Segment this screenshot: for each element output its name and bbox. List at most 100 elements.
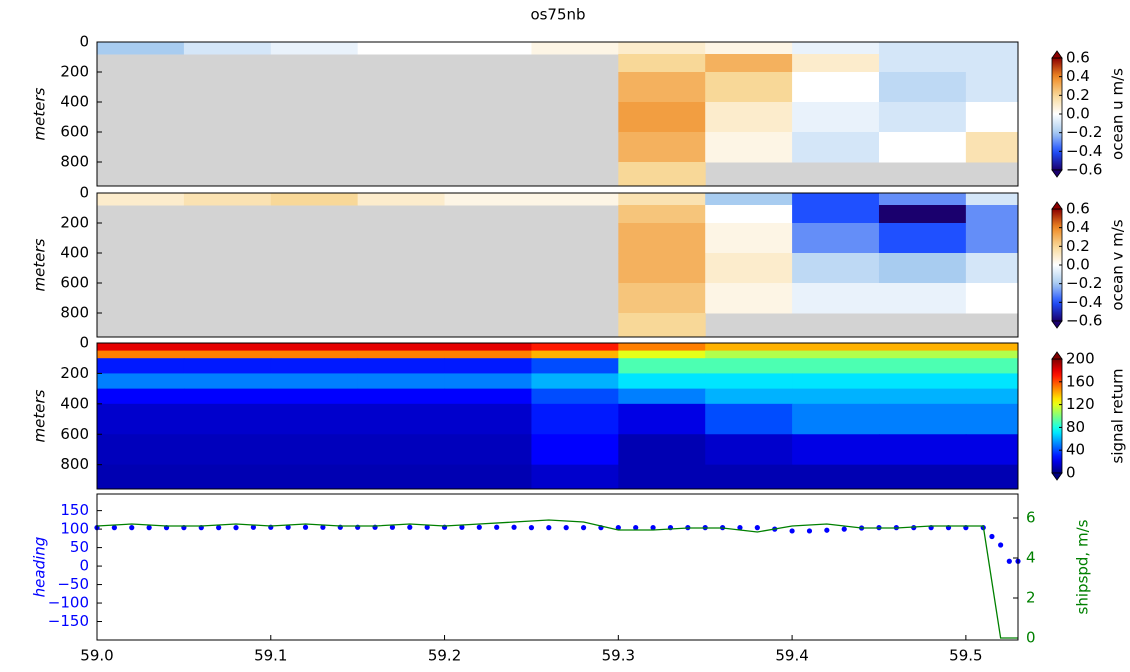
- heatmap-cell: [965, 205, 1019, 224]
- heatmap-cell: [705, 343, 793, 352]
- heatmap-cell: [183, 464, 272, 490]
- y-tick-label: 200: [60, 63, 89, 81]
- y-tick-label: 400: [60, 244, 89, 262]
- heatmap-cell: [965, 358, 1019, 374]
- y2-tick-label: 4: [1026, 549, 1036, 567]
- heatmap-cell: [357, 403, 446, 435]
- heading-point: [320, 524, 326, 530]
- heatmap-cell: [270, 464, 359, 490]
- y-tick-label: 800: [60, 304, 89, 322]
- y-axis-label: meters: [31, 389, 49, 442]
- heatmap-cell: [705, 464, 793, 490]
- heatmap-cell: [965, 42, 1019, 55]
- heatmap-cell: [878, 253, 967, 284]
- heatmap-cell: [705, 434, 793, 466]
- heatmap-cell: [965, 343, 1019, 352]
- plot-frame: [96, 493, 1019, 641]
- heatmap-cell: [183, 373, 272, 390]
- heading-point: [250, 524, 256, 530]
- heatmap-cell: [270, 388, 359, 405]
- heatmap-cell: [183, 388, 272, 405]
- heading-point: [841, 526, 847, 532]
- heatmap-cell: [531, 343, 619, 352]
- heatmap-cell: [444, 388, 532, 405]
- heatmap-cell: [618, 343, 706, 352]
- heatmap-cell: [792, 388, 880, 405]
- heatmap-cell: [965, 464, 1019, 490]
- heatmap-cell: [618, 72, 706, 103]
- heatmap-cell: [357, 350, 446, 359]
- heatmap-cell: [357, 388, 446, 405]
- heading-point: [302, 524, 309, 530]
- y-tick-label: 200: [60, 214, 89, 232]
- heatmap-cell: [792, 253, 880, 284]
- heatmap-cell: [357, 434, 446, 466]
- heatmap-cell: [618, 205, 706, 224]
- heatmap-cell: [444, 350, 532, 359]
- colorbar-tick-label: 160: [1066, 372, 1095, 390]
- y-tick-label: 600: [60, 274, 89, 292]
- heatmap-cell: [357, 464, 446, 490]
- heatmap-cell: [792, 403, 880, 435]
- y-tick-label: 0: [79, 334, 89, 352]
- heatmap-cell: [618, 283, 706, 314]
- heatmap-cell: [705, 253, 793, 284]
- heatmap-cell: [705, 72, 793, 103]
- colorbar-tick-label: 200: [1066, 350, 1095, 368]
- y2-axis-label: shipspd, m/s: [1074, 519, 1092, 614]
- x-tick-label: 59.0: [80, 647, 113, 665]
- heatmap-cell: [357, 42, 446, 55]
- heatmap-cell: [878, 373, 967, 390]
- y-tick-label: −100: [48, 594, 89, 612]
- heading-point: [563, 525, 569, 531]
- heatmap-cell: [965, 54, 1019, 73]
- y-tick-label: 200: [60, 364, 89, 382]
- heatmap-cell: [878, 343, 967, 352]
- heatmap-cell: [444, 464, 532, 490]
- y-tick-label: 800: [60, 455, 89, 473]
- heatmap-cell: [965, 132, 1019, 163]
- heatmap-cell: [618, 313, 706, 338]
- colorbar-extend-top: [1051, 351, 1063, 360]
- y-tick-label: 0: [79, 184, 89, 202]
- heatmap-cell: [270, 350, 359, 359]
- heatmap-cell: [618, 42, 706, 55]
- heading-point: [389, 524, 396, 530]
- heading-point: [146, 525, 152, 531]
- heatmap-cell: [183, 358, 272, 374]
- heatmap-cell: [705, 42, 793, 55]
- heatmap-cell: [965, 72, 1019, 103]
- colorbar-tick-label: 0.4: [1066, 67, 1090, 85]
- colorbar-extend-top: [1051, 50, 1063, 59]
- heatmap-cell: [965, 350, 1019, 359]
- heading-point: [789, 528, 795, 534]
- heatmap-cell: [792, 193, 880, 206]
- y-tick-label: 150: [60, 501, 89, 519]
- heatmap-cell: [705, 358, 793, 374]
- heatmap-cell: [444, 434, 532, 466]
- colorbar-tick-label: 0.6: [1066, 200, 1090, 218]
- x-tick-label: 59.1: [254, 647, 287, 665]
- heading-point: [650, 525, 656, 531]
- y-tick-label: 400: [60, 93, 89, 111]
- colorbar-tick-label: 0.2: [1066, 237, 1090, 255]
- heatmap-cell: [357, 358, 446, 374]
- heatmap-cell: [792, 132, 880, 163]
- heatmap-cell: [270, 193, 359, 206]
- heatmap-cell: [531, 403, 619, 435]
- heatmap-cell: [705, 350, 793, 359]
- colorbar-label: signal return: [1109, 368, 1127, 463]
- heatmap-cell: [444, 42, 532, 55]
- y-tick-label: 800: [60, 153, 89, 171]
- colorbar-tick-label: −0.6: [1066, 161, 1102, 179]
- colorbar-extend-top: [1051, 201, 1063, 210]
- heatmap-cell: [705, 193, 793, 206]
- heatmap-cell: [878, 102, 967, 133]
- y-tick-label: 0: [79, 33, 89, 51]
- y-tick-label: 50: [70, 538, 89, 556]
- speed-line: [96, 519, 1018, 639]
- heatmap-cell: [357, 193, 446, 206]
- heatmap-cell: [97, 434, 185, 466]
- heatmap-cell: [792, 283, 880, 314]
- heatmap-cell: [357, 343, 446, 352]
